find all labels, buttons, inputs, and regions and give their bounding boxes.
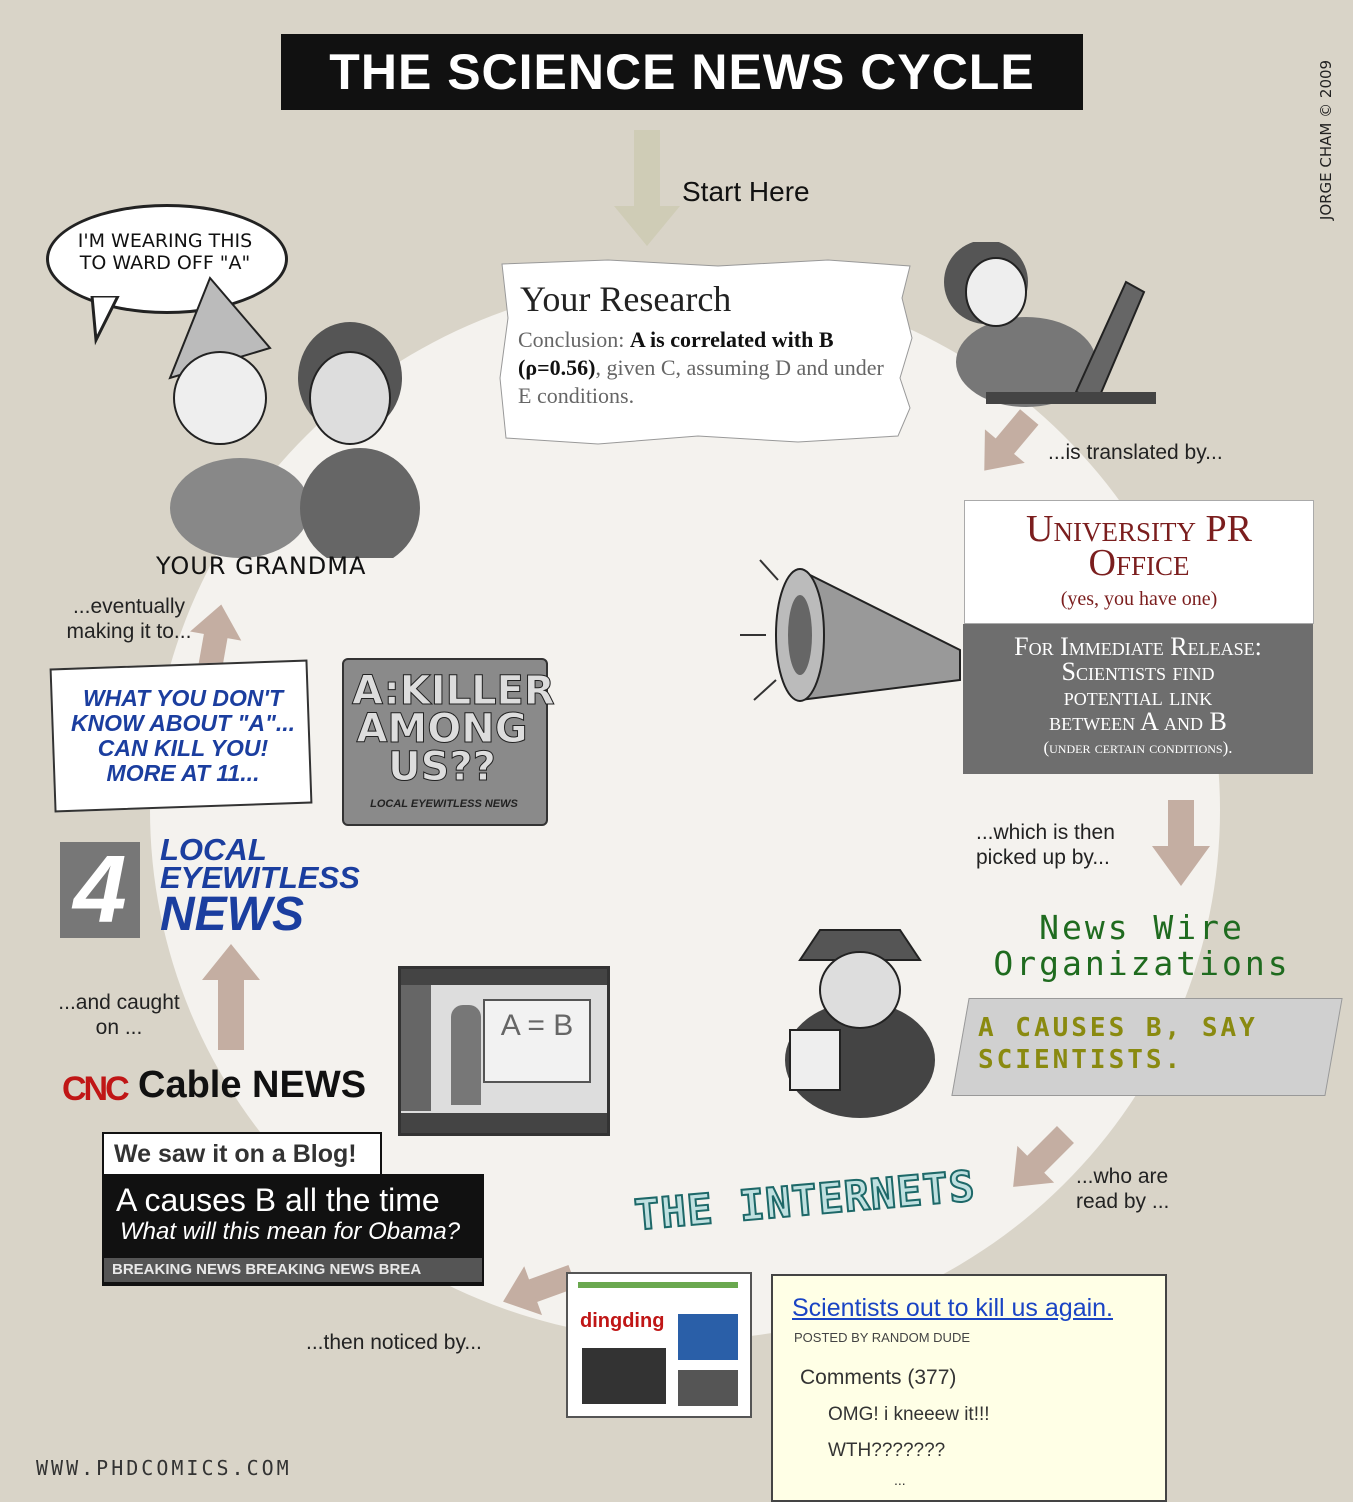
reporter-figure [785, 929, 935, 1118]
tv-screen: A = B [398, 966, 610, 1136]
cable-news-name: Cable NEWS [138, 1064, 367, 1106]
pr-office-subtitle: (yes, you have one) [1060, 588, 1218, 610]
cnc-logo: CNC [62, 1070, 130, 1108]
local-news-name: LOCAL EYEWITLESS NEWS [160, 832, 360, 941]
tv-board: A = B [483, 999, 591, 1083]
label-translated: ...is translated by... [1048, 441, 1223, 464]
cable-subheadline: What will this mean for Obama? [120, 1218, 461, 1245]
speech-bubble [46, 204, 288, 314]
label-caught-on: ...and caught on ... [58, 991, 180, 1039]
press-release: For Immediate Release: Scientists find pot… [963, 624, 1313, 774]
arrow-to-internets [1013, 1126, 1074, 1187]
breaking-news-crawl: BREAKING NEWS BREAKING NEWS BREA [104, 1258, 482, 1282]
grandma-label: YOUR GRANDMA [156, 552, 367, 580]
research-paper [499, 259, 913, 445]
arrow-to-local [202, 944, 260, 1050]
cable-headline: A causes B all the time [116, 1182, 440, 1218]
research-conclusion: Conclusion: A is correlated with B (ρ=0.… [518, 327, 884, 408]
killer-graphic-text: A:KILLER AMONG US?? [352, 668, 556, 790]
pr-office-title: University PR Office [1026, 508, 1252, 584]
blog-comments-count: Comments (377) [800, 1366, 957, 1389]
scientist-figure [944, 242, 1156, 407]
blog-comment-2: WTH??????? [828, 1440, 946, 1461]
arrow-to-wire [1152, 800, 1210, 886]
wire-headline: A CAUSES B, SAY SCIENTISTS. [978, 1013, 1258, 1075]
killer-graphic [342, 658, 548, 826]
label-noticed: ...then noticed by... [306, 1331, 482, 1354]
label-picked-up: ...which is then picked up by... [976, 821, 1115, 869]
arrow-to-pr [984, 409, 1039, 471]
grandma-speech: I'M WEARING THIS TO WARD OFF "A" [77, 230, 253, 274]
blog-comment-more: ... [894, 1472, 906, 1488]
blog-post-author: POSTED BY RANDOM DUDE [794, 1330, 971, 1345]
arrow-to-cable [503, 1265, 577, 1316]
speech-bubble-tail [90, 296, 120, 346]
grandma-figure [168, 276, 420, 558]
pr-office-box [964, 500, 1314, 624]
website-logo: dingding [580, 1310, 665, 1332]
blog-post-link[interactable]: Scientists out to kill us again. [792, 1294, 1113, 1322]
research-title: Your Research [520, 279, 732, 319]
comic-title: THE SCIENCE NEWS CYCLE [281, 34, 1083, 110]
news-wire-title: News Wire Organizations [993, 908, 1291, 983]
blog-comment-1: OMG! i kneeew it!!! [828, 1404, 990, 1425]
arrow-to-grandma [190, 604, 242, 670]
label-eventually: ...eventually making it to... [66, 595, 192, 643]
start-arrow [614, 130, 680, 246]
cable-tab: We saw it on a Blog! [102, 1132, 382, 1176]
megaphone-icon [740, 559, 961, 702]
news-promo-text: WHAT YOU DON'T KNOW ABOUT "A"... CAN KILL … [70, 685, 296, 786]
website-url: WWW.PHDCOMICS.COM [36, 1456, 292, 1480]
channel-4-logo: 4 [60, 842, 140, 938]
killer-graphic-footer: LOCAL EYEWITLESS NEWS [370, 798, 518, 810]
label-read-by: ...who are read by ... [1076, 1165, 1170, 1213]
start-here-label: Start Here [682, 176, 810, 207]
blog-post-card [771, 1274, 1167, 1502]
website-screenshot: dingding [566, 1272, 752, 1418]
